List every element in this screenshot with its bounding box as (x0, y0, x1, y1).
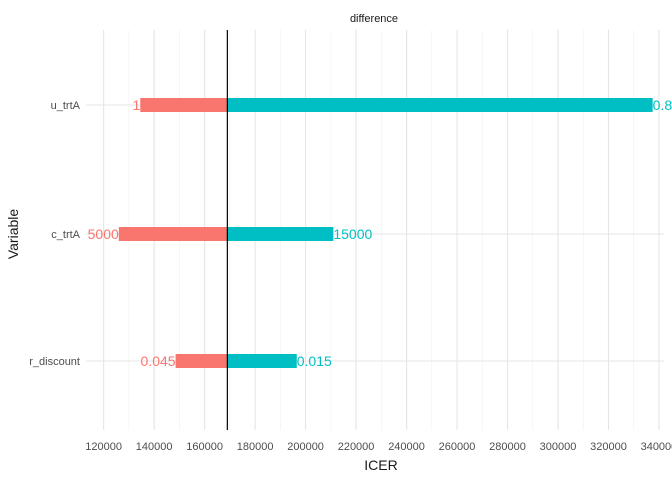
bar-high-r_discount (227, 354, 297, 368)
bar-high-c_trtA (227, 227, 334, 241)
bar-label-high-r_discount: 0.015 (297, 353, 332, 369)
x-tick-label: 260000 (439, 441, 476, 453)
bar-low-c_trtA (118, 227, 228, 241)
x-tick-label: 300000 (540, 441, 577, 453)
y-axis-title: Variable (5, 209, 21, 260)
x-tick-label: 120000 (85, 441, 122, 453)
y-tick-label: c_trtA (51, 229, 80, 241)
tick-labels: 120000 140000 160000 180000 200000 220000 2400… (29, 100, 672, 453)
bar-low-u_trtA (140, 98, 228, 112)
x-tick-label: 240000 (388, 441, 425, 453)
bar-label-low-u_trtA: 1 (132, 97, 140, 113)
bar-label-low-c_trtA: 5000 (88, 226, 119, 242)
x-axis-title: ICER (364, 457, 397, 473)
bar-label-high-c_trtA: 15000 (333, 226, 372, 242)
bars (118, 98, 653, 368)
bar-label-high-u_trtA: 0.85 (653, 97, 672, 113)
y-tick-label: r_discount (29, 356, 80, 368)
x-tick-label: 320000 (590, 441, 627, 453)
x-tick-label: 200000 (287, 441, 324, 453)
bar-label-low-r_discount: 0.045 (141, 353, 176, 369)
bar-low-r_discount (175, 354, 228, 368)
bar-high-u_trtA (227, 98, 653, 112)
x-tick-label: 220000 (338, 441, 375, 453)
x-tick-label: 280000 (489, 441, 526, 453)
x-tick-label: 180000 (237, 441, 274, 453)
x-tick-label: 140000 (136, 441, 173, 453)
facet-title: difference (350, 13, 398, 25)
x-tick-label: 160000 (186, 441, 223, 453)
x-tick-label: 340000 (641, 441, 672, 453)
y-tick-label: u_trtA (51, 100, 81, 112)
